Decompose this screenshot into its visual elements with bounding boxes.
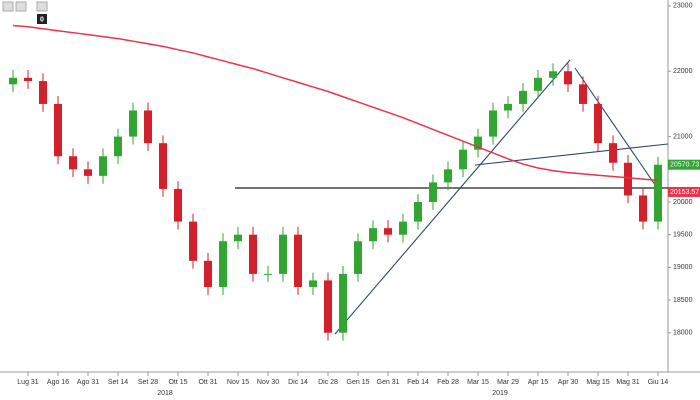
candle-body [219,241,227,287]
x-tick-label: Apr 15 [528,379,549,386]
x-tick-label: Mar 15 [467,379,489,386]
candle-body [279,234,287,274]
candle-body [654,164,662,222]
x-tick-label: Ago 31 [77,379,99,386]
x-tick-label: Nov 30 [257,379,279,386]
candle-body [489,110,497,137]
trend-line [474,143,669,166]
candle-body [474,136,482,150]
badge: 0 [40,16,44,23]
candle-body [144,110,152,144]
candle-body [354,241,362,274]
x-tick-label: Set 14 [108,379,128,386]
candle-body [579,84,587,104]
candle-body [54,103,62,157]
price-tag: 20570.73 [670,162,699,169]
y-tick-label: 19500 [673,232,693,239]
x-tick-label: Mag 15 [586,379,609,386]
badge-box [37,14,47,24]
candle-body [309,280,317,287]
year-label: 2019 [492,390,508,397]
x-tick-label: Dic 14 [288,379,308,386]
x-tick-label: Feb 28 [437,379,459,386]
trend-line [334,59,571,335]
price-tag-box [668,186,700,197]
x-tick-label: Ago 16 [47,379,69,386]
candle-body [519,90,527,104]
candle-body [159,143,167,189]
candle-body [99,156,107,176]
y-tick-label: 21000 [673,133,693,140]
y-tick-label: 23000 [673,3,693,10]
candle-body [24,77,32,82]
candle-body [324,280,332,333]
candle-body [339,273,347,333]
x-tick-label: Nov 15 [227,379,249,386]
x-tick-label: Feb 14 [407,379,429,386]
trend-line [574,67,663,196]
x-tick-label: Giu 14 [648,379,669,386]
x-tick-label: Gen 31 [377,379,400,386]
tool-icon[interactable] [2,1,14,12]
x-tick-label: Ott 15 [168,379,187,386]
x-tick-label: Apr 30 [558,379,579,386]
tool-icon[interactable] [15,1,27,12]
candle-body [234,234,242,242]
candle-body [174,188,182,222]
candle-body [534,77,542,91]
x-tick-label: Dic 28 [318,379,338,386]
y-tick-label: 19000 [673,264,693,271]
x-tick-label: Mar 29 [497,379,519,386]
candle-body [294,234,302,287]
y-tick-label: 22000 [673,68,693,75]
candle-body [384,228,392,235]
x-tick-label: Set 28 [138,379,158,386]
candle-body [264,273,272,275]
price-tag-box [668,159,700,170]
tool-icon[interactable] [36,1,48,12]
candle-body [204,260,212,287]
candle-body [639,195,647,222]
candle-body [549,71,557,78]
x-tick-label: Mag 31 [616,379,639,386]
candle-body [459,149,467,170]
moving-average [12,24,659,182]
candle-body [504,103,512,111]
candle-body [249,234,257,274]
candle-body [69,156,77,170]
candle-body [9,77,17,85]
x-tick-label: Gen 15 [347,379,370,386]
year-label: 2018 [157,390,173,397]
y-tick-label: 20000 [673,199,693,206]
candle-body [609,143,617,163]
candle-body [129,110,137,137]
candle-body [369,228,377,242]
candle-body [429,182,437,202]
candle-body [564,71,572,85]
candle-body [414,201,422,222]
candle-body [39,81,47,104]
price-tag: 20153.57 [670,189,699,196]
x-tick-label: Lug 31 [17,379,39,386]
candle-body [594,103,602,144]
candle-body [399,221,407,235]
candle-body [624,162,632,196]
candle-body [114,136,122,157]
candle-body [444,169,452,183]
y-tick-label: 18500 [673,297,693,304]
x-tick-label: Ott 31 [198,379,217,386]
y-tick-label: 18000 [673,330,693,337]
candle-body [84,169,92,176]
candle-body [189,221,197,261]
